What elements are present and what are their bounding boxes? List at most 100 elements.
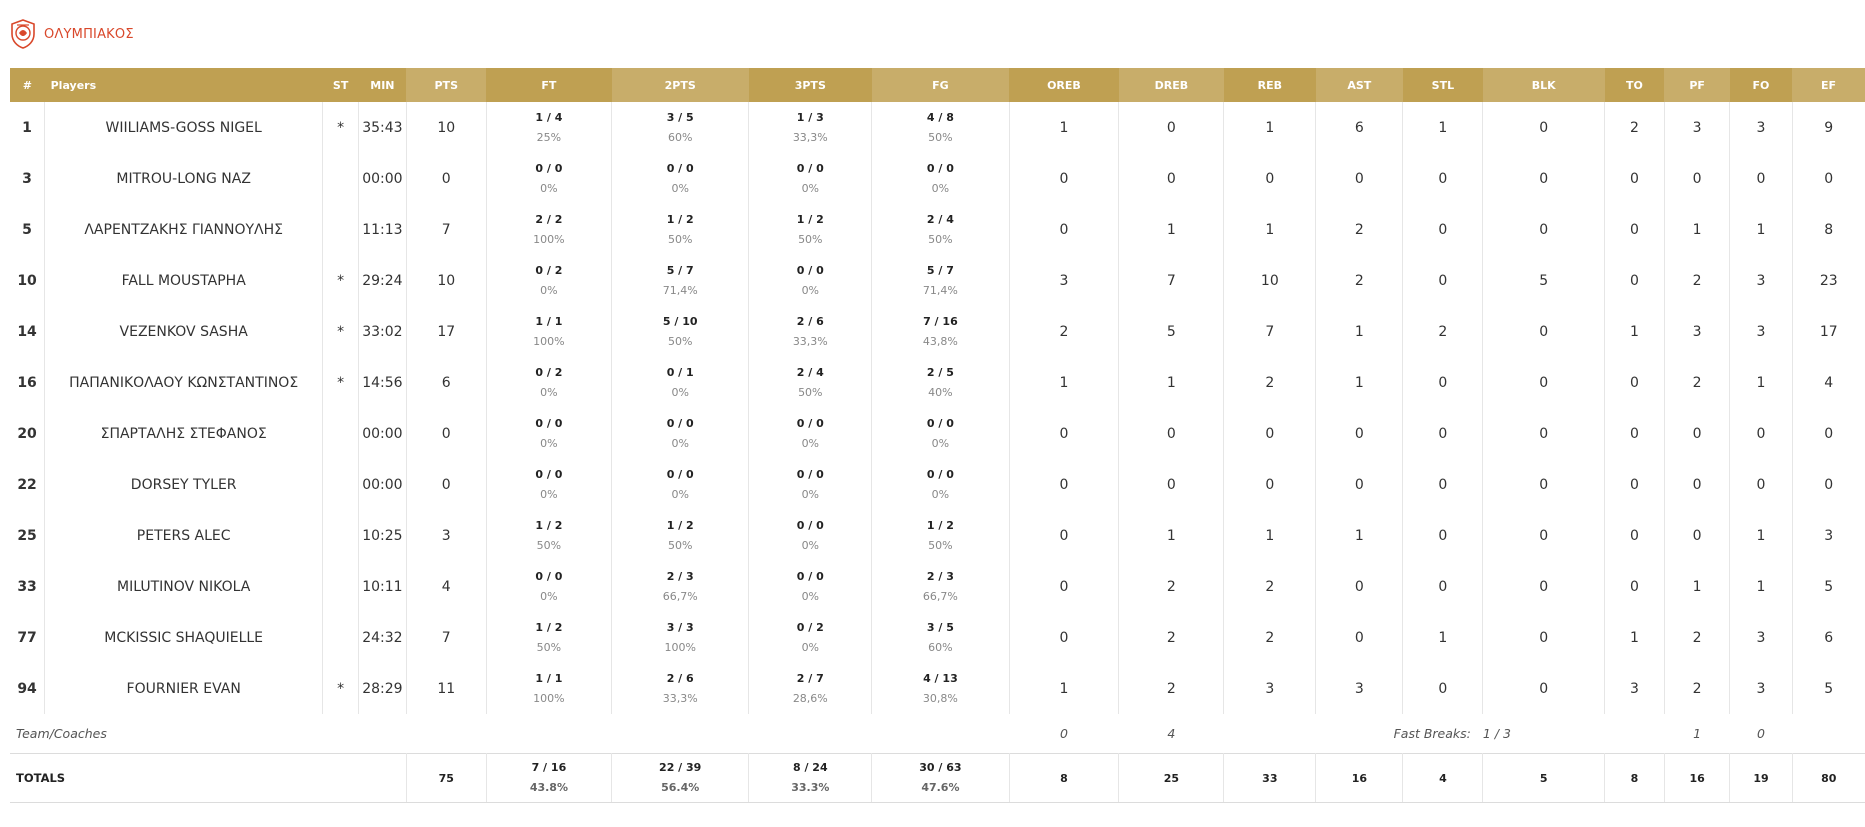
player-to: 0 — [1604, 408, 1665, 459]
player-name[interactable]: PETERS ALEC — [44, 510, 324, 561]
totals-fg: 30 / 63 47.6% — [871, 753, 1010, 803]
player-3pts: 0 / 0 0% — [748, 459, 873, 510]
player-ef: 8 — [1824, 221, 1834, 238]
player-pf: 2 — [1664, 663, 1731, 714]
player-oreb: 1 — [1009, 357, 1120, 408]
player-dreb: 0 — [1118, 459, 1225, 510]
player-name[interactable]: ΠΑΠΑΝΙΚΟΛΑΟΥ ΚΩΝΣΤΑΝΤΙΝΟΣ — [44, 357, 324, 408]
player-ef: 0 — [1824, 425, 1834, 442]
col-pts: PTS — [406, 68, 487, 102]
player-reb: 1 — [1223, 204, 1317, 255]
player-stl: 0 — [1402, 204, 1484, 255]
col-ft: FT — [486, 68, 612, 102]
player-2pts: 0 / 0 0% — [611, 408, 750, 459]
player-ft: 1 / 1 100% — [486, 306, 613, 357]
player-stl: 0 — [1402, 357, 1484, 408]
player-reb: 10 — [1223, 255, 1317, 306]
player-blk: 0 — [1482, 459, 1606, 510]
player-name[interactable]: DORSEY TYLER — [44, 459, 324, 510]
player-pts: 10 — [406, 255, 487, 306]
player-3pts: 1 / 3 33,3% — [748, 102, 873, 153]
player-oreb: 1 — [1009, 663, 1120, 714]
player-pf: 0 — [1664, 459, 1731, 510]
totals-blk: 5 — [1482, 753, 1606, 803]
player-reb: 3 — [1223, 663, 1317, 714]
player-fo: 0 — [1729, 153, 1793, 204]
player-name[interactable]: ΣΠΑΡΤΑΛΗΣ ΣΤΕΦΑΝΟΣ — [44, 408, 324, 459]
player-name[interactable]: MILUTINOV NIKOLA — [44, 561, 324, 612]
player-fo: 1 — [1729, 204, 1793, 255]
player-row: 77 MCKISSIC SHAQUIELLE 24:32 7 1 / 2 50% 3 / 3… — [10, 612, 1865, 663]
player-number: 77 — [10, 612, 46, 663]
player-name[interactable]: ΛΑΡΕΝΤΖΑΚΗΣ ΓΙΑΝΝΟΥΛΗΣ — [44, 204, 324, 255]
player-dreb: 7 — [1118, 255, 1225, 306]
player-stl: 1 — [1402, 102, 1484, 153]
player-fg: 1 / 2 50% — [871, 510, 1010, 561]
col-number: # — [10, 68, 45, 102]
player-number: 94 — [10, 663, 46, 714]
player-ef: 4 — [1824, 374, 1834, 391]
starter-mark: * — [322, 306, 360, 357]
totals-label: TOTALS — [10, 753, 407, 803]
player-name[interactable]: FALL MOUSTAPHA — [44, 255, 324, 306]
player-oreb: 0 — [1009, 612, 1120, 663]
player-to: 3 — [1604, 663, 1665, 714]
player-2pts: 2 / 3 66,7% — [611, 561, 750, 612]
team-dreb: 4 — [1167, 726, 1176, 741]
starter-mark: * — [322, 357, 360, 408]
player-2pts: 3 / 3 100% — [611, 612, 750, 663]
player-row: 25 PETERS ALEC 10:25 3 1 / 2 50% 1 / 2 50% 0 / 0… — [10, 510, 1865, 561]
player-name[interactable]: WIILIAMS-GOSS NIGEL — [44, 102, 324, 153]
player-stl: 0 — [1402, 510, 1484, 561]
player-stl: 2 — [1402, 306, 1484, 357]
player-pf: 2 — [1664, 612, 1731, 663]
player-number: 5 — [10, 204, 46, 255]
player-reb: 2 — [1223, 612, 1317, 663]
team-empty-cell — [1792, 714, 1865, 754]
starter-mark: * — [322, 663, 360, 714]
starter-mark — [322, 204, 360, 255]
player-name[interactable]: MITROU-LONG NAZ — [44, 153, 324, 204]
starter-mark — [322, 408, 360, 459]
player-ft: 1 / 4 25% — [486, 102, 613, 153]
player-3pts: 0 / 0 0% — [748, 153, 873, 204]
player-fo: 1 — [1729, 561, 1793, 612]
player-min: 00:00 — [358, 153, 407, 204]
player-fg: 3 / 5 60% — [871, 612, 1010, 663]
player-ef: 6 — [1824, 629, 1834, 646]
player-reb: 7 — [1223, 306, 1317, 357]
player-reb: 2 — [1223, 357, 1317, 408]
player-name[interactable]: FOURNIER EVAN — [44, 663, 324, 714]
player-row: 14 VEZENKOV SASHA * 33:02 17 1 / 1 100% 5 / 10 5… — [10, 306, 1865, 357]
player-dreb: 5 — [1118, 306, 1225, 357]
player-3pts: 0 / 0 0% — [748, 510, 873, 561]
totals-pf: 16 — [1664, 753, 1731, 803]
header-row: # Players ST MIN PTS FT 2PTS 3PTS FG ORE… — [10, 68, 1865, 102]
player-2pts: 3 / 5 60% — [611, 102, 750, 153]
player-2pts: 5 / 7 71,4% — [611, 255, 750, 306]
player-blk: 0 — [1482, 357, 1606, 408]
player-3pts: 0 / 0 0% — [748, 408, 873, 459]
player-name[interactable]: VEZENKOV SASHA — [44, 306, 324, 357]
player-2pts: 1 / 2 50% — [611, 510, 750, 561]
player-ast: 1 — [1315, 357, 1404, 408]
player-number: 14 — [10, 306, 46, 357]
player-pf: 1 — [1664, 204, 1731, 255]
totals-2pts: 22 / 39 56.4% — [611, 753, 750, 803]
player-to: 1 — [1604, 612, 1665, 663]
player-2pts: 0 / 0 0% — [611, 153, 750, 204]
player-min: 35:43 — [358, 102, 407, 153]
player-row: 10 FALL MOUSTAPHA * 29:24 10 0 / 2 0% 5 / 7 71,4… — [10, 255, 1865, 306]
player-name[interactable]: MCKISSIC SHAQUIELLE — [44, 612, 324, 663]
player-pts: 3 — [406, 510, 487, 561]
col-3pts: 3PTS — [748, 68, 872, 102]
team-name[interactable]: ΟΛΥΜΠΙΑΚΟΣ — [44, 26, 134, 42]
player-ef: 23 — [1819, 272, 1838, 289]
player-dreb: 1 — [1118, 510, 1225, 561]
player-reb: 0 — [1223, 459, 1317, 510]
player-fg: 0 / 0 0% — [871, 408, 1010, 459]
col-stl: STL — [1402, 68, 1483, 102]
player-min: 00:00 — [358, 408, 407, 459]
player-pts: 7 — [406, 204, 487, 255]
totals-ef: 80 — [1792, 753, 1865, 803]
